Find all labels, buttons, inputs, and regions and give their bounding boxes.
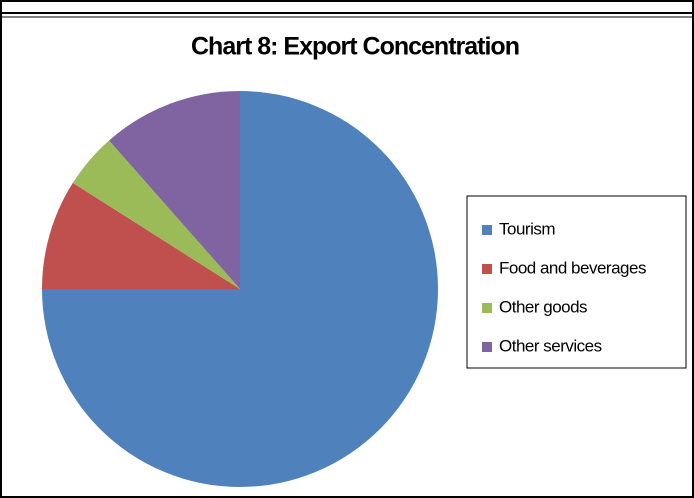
legend-box <box>466 195 687 369</box>
pie-slice <box>109 91 241 289</box>
legend-swatch <box>482 342 492 352</box>
chart-title: Chart 8: Export Concentration <box>191 33 519 61</box>
legend-label: Food and beverages <box>499 258 646 277</box>
pie-slice <box>72 140 240 289</box>
legend-label: Tourism <box>499 219 555 238</box>
legend-swatch <box>482 225 492 235</box>
pie-slice <box>42 182 240 289</box>
legend-swatch <box>482 303 492 313</box>
legend-swatch <box>482 264 492 274</box>
legend-label: Other services <box>499 336 602 355</box>
legend-label: Other goods <box>499 297 587 316</box>
